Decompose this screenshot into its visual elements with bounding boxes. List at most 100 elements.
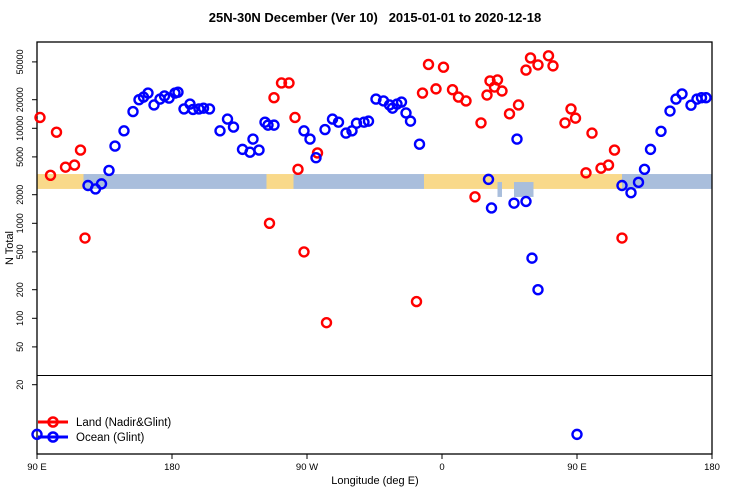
legend-label-land: Land (Nadir&Glint) (76, 417, 171, 429)
legend-symbol-ocean (47, 431, 59, 443)
data-point-ocean (247, 133, 259, 145)
data-point-ocean (400, 107, 412, 119)
y-tick-label: 200 (15, 282, 25, 297)
data-point-ocean (103, 164, 115, 177)
y-tick-label: 20 (15, 380, 25, 390)
data-point-ocean (362, 115, 375, 127)
data-point-ocean (625, 186, 637, 199)
data-point-land (289, 111, 301, 124)
data-point-land (547, 60, 559, 72)
data-point-ocean (298, 125, 310, 137)
data-point-land (79, 232, 91, 244)
data-point-ocean (214, 125, 226, 137)
map-band-ocean-inlet (497, 182, 502, 197)
data-point-land (416, 87, 429, 99)
data-point-ocean (395, 96, 408, 108)
data-point-land (320, 316, 333, 329)
data-point-land (569, 112, 582, 124)
data-point-land (74, 144, 87, 156)
data-point-ocean (221, 113, 234, 125)
data-point-ocean (227, 121, 240, 133)
data-point-ocean (340, 127, 352, 139)
data-point-ocean (310, 152, 322, 164)
data-point-land (616, 232, 628, 244)
data-point-land (542, 50, 555, 62)
legend-symbol-land (47, 416, 59, 428)
data-point-land (50, 126, 63, 138)
map-band-ocean (83, 174, 267, 189)
data-point-land (437, 61, 450, 73)
data-point-land (602, 159, 615, 171)
data-point-land (59, 161, 72, 173)
data-point-land (410, 295, 423, 308)
data-point-land (565, 103, 577, 115)
data-point-ocean (508, 197, 520, 209)
data-point-ocean (532, 284, 544, 296)
map-band-ocean (622, 174, 712, 189)
data-point-land (520, 64, 532, 76)
data-point-ocean (127, 105, 139, 118)
data-point-land (292, 163, 304, 176)
data-point-ocean (350, 117, 363, 129)
data-point-ocean (31, 428, 43, 441)
data-point-ocean (520, 195, 532, 208)
y-tick-label: 1000 (15, 213, 25, 233)
data-point-ocean (571, 428, 583, 441)
data-point-land (268, 91, 280, 104)
data-point-land (283, 77, 295, 89)
data-point-ocean (413, 138, 426, 150)
data-point-land (68, 159, 81, 171)
data-point-ocean (319, 123, 331, 136)
data-point-land (475, 117, 487, 129)
data-point-ocean (511, 133, 523, 145)
y-tick-label: 5000 (15, 147, 25, 167)
data-point-ocean (644, 143, 657, 156)
data-point-ocean (482, 173, 495, 186)
data-point-land (460, 95, 472, 107)
data-point-ocean (142, 87, 154, 99)
map-band-land (424, 174, 622, 189)
data-point-land (608, 144, 621, 156)
data-point-ocean (118, 125, 130, 137)
map-band-land (266, 174, 294, 189)
data-point-land (34, 111, 46, 124)
data-point-land (503, 108, 516, 120)
data-point-ocean (148, 99, 160, 111)
data-point-land (469, 191, 481, 203)
y-tick-label: 100 (15, 311, 25, 326)
data-point-ocean (655, 125, 667, 137)
data-point-ocean (197, 102, 210, 114)
y-tick-label: 50 (15, 342, 25, 352)
data-point-ocean (109, 140, 121, 152)
data-point-land (586, 127, 598, 139)
data-point-land (512, 99, 525, 111)
map-band-ocean (293, 174, 424, 189)
data-point-land (44, 169, 57, 182)
x-tick-label: 90 W (296, 462, 318, 473)
x-tick-label: 0 (439, 462, 444, 473)
data-point-land (298, 246, 310, 258)
data-point-land (524, 52, 537, 64)
x-tick-label: 180 (164, 462, 180, 473)
data-point-ocean (95, 178, 108, 190)
x-tick-label: 180 (704, 462, 720, 473)
data-point-ocean (404, 115, 417, 127)
data-point-ocean (676, 88, 688, 100)
map-band-ocean-inlet (514, 182, 534, 197)
data-point-ocean (332, 116, 345, 128)
plot-border (36, 41, 713, 455)
data-point-ocean (485, 202, 498, 214)
data-point-ocean (638, 163, 651, 176)
data-point-ocean (268, 119, 280, 131)
data-point-land (559, 117, 571, 129)
data-point-land (422, 58, 435, 71)
data-point-ocean (685, 99, 697, 111)
data-point-land (532, 59, 544, 71)
data-point-ocean (253, 144, 265, 156)
legend-label-ocean: Ocean (Glint) (76, 432, 145, 444)
data-point-ocean (526, 252, 538, 264)
data-point-land (275, 77, 288, 89)
data-point-ocean (616, 179, 628, 192)
data-point-ocean (187, 103, 199, 116)
